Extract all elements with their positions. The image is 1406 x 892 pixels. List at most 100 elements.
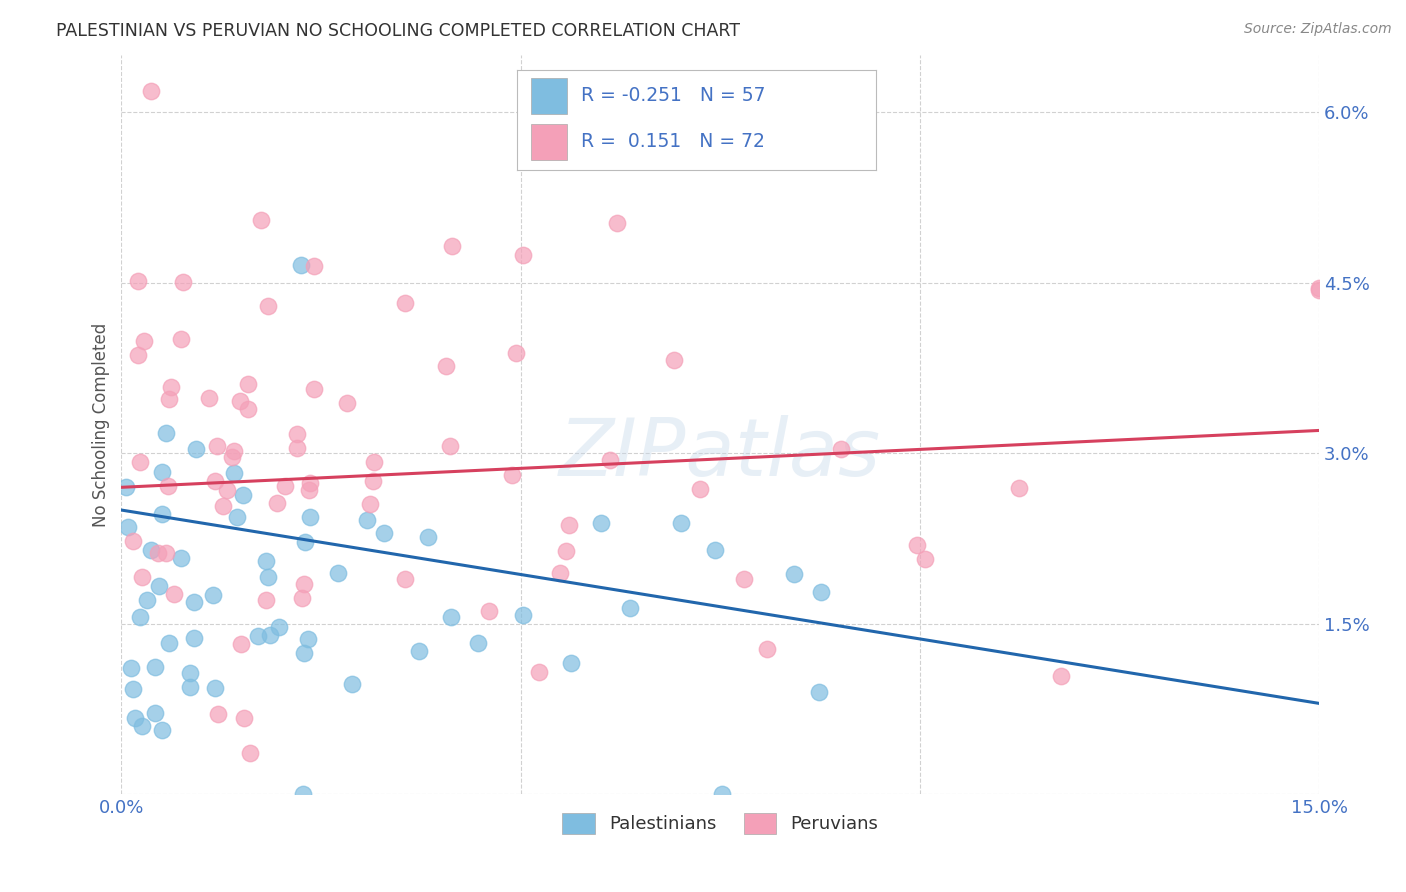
Point [394,572,416,586]
Point [1050,669,1073,683]
Point [599,453,621,467]
Point [212,500,235,514]
Point [122,681,145,696]
Point [361,474,384,488]
Point [274,479,297,493]
Point [136,592,159,607]
Point [292,576,315,591]
Point [127,348,149,362]
Point [440,239,463,253]
Point [204,474,226,488]
Point [259,628,281,642]
Point [169,332,191,346]
Point [143,706,166,721]
Point [512,607,534,622]
Point [340,677,363,691]
Point [183,595,205,609]
Point [298,476,321,491]
Point [139,84,162,98]
Point [215,483,238,498]
Point [297,632,319,647]
Point [150,465,173,479]
Point [292,646,315,660]
Point [172,275,194,289]
Point [120,661,142,675]
Point [619,601,641,615]
Point [336,396,359,410]
Point [1308,280,1330,294]
Point [170,550,193,565]
Point [671,516,693,530]
Point [146,546,169,560]
Point [478,603,501,617]
Text: PALESTINIAN VS PERUVIAN NO SCHOOLING COMPLETED CORRELATION CHART: PALESTINIAN VS PERUVIAN NO SCHOOLING COM… [56,22,740,40]
Point [246,628,269,642]
Point [373,526,395,541]
Point [257,570,280,584]
Point [914,551,936,566]
Point [436,359,458,373]
Point [179,680,201,694]
Point [363,455,385,469]
Point [266,496,288,510]
Point [304,259,326,273]
Point [249,213,271,227]
Point [132,334,155,348]
Point [205,439,228,453]
Point [830,442,852,456]
Y-axis label: No Schooling Completed: No Schooling Completed [93,323,110,527]
Point [704,543,727,558]
Point [505,346,527,360]
Point [664,352,686,367]
Point [224,467,246,481]
Point [124,711,146,725]
Point [143,660,166,674]
Point [131,570,153,584]
Point [1008,481,1031,495]
Point [501,467,523,482]
Point [560,657,582,671]
Point [155,425,177,440]
Point [239,746,262,760]
Point [236,376,259,391]
Point [222,444,245,458]
Point [129,455,152,469]
Point [527,665,550,679]
Point [254,593,277,607]
Point [148,579,170,593]
Point [269,620,291,634]
Point [807,685,830,699]
Point [155,546,177,560]
Point [150,723,173,737]
Point [292,788,315,802]
Text: ZIPatlas: ZIPatlas [560,416,882,493]
Point [359,497,381,511]
Point [439,439,461,453]
Point [558,518,581,533]
Point [160,380,183,394]
Point [183,631,205,645]
Point [356,513,378,527]
Point [290,258,312,272]
Point [756,642,779,657]
Point [163,587,186,601]
Point [198,392,221,406]
Point [157,636,180,650]
Point [122,533,145,548]
Point [294,534,316,549]
Point [418,530,440,544]
Point [285,441,308,455]
Point [689,482,711,496]
Point [117,519,139,533]
Point [711,788,734,802]
Point [440,609,463,624]
Point [1308,283,1330,297]
Point [733,572,755,586]
Point [226,509,249,524]
Point [467,635,489,649]
Point [254,554,277,568]
Text: Source: ZipAtlas.com: Source: ZipAtlas.com [1244,22,1392,37]
Point [221,450,243,464]
Point [328,566,350,580]
Point [236,402,259,417]
